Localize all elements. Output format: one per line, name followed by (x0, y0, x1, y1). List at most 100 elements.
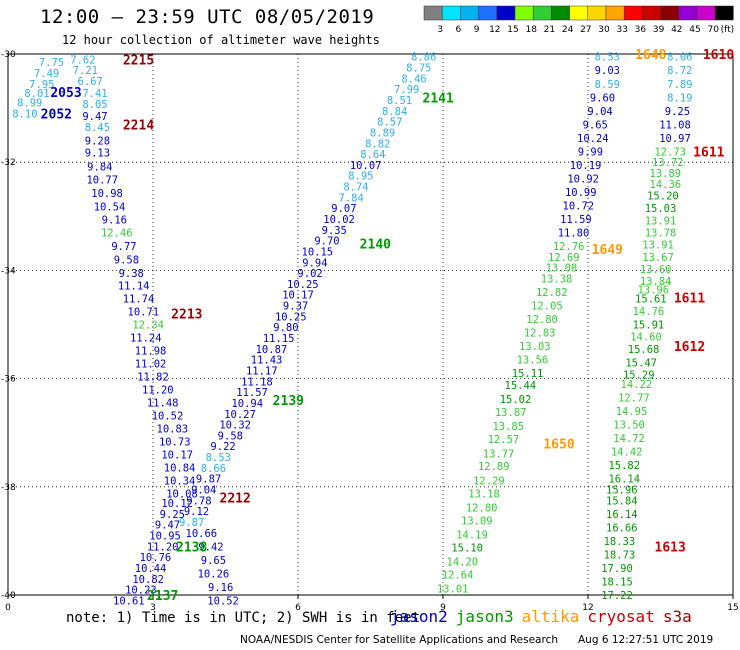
wave-height-value: 11.80 (558, 228, 590, 240)
wave-height-value: 10.54 (94, 202, 126, 214)
wave-height-value: 8.05 (82, 99, 107, 111)
wave-height-value: 9.58 (218, 430, 243, 442)
wave-height-value: 14.72 (613, 433, 645, 445)
wave-height-value: 10.71 (128, 307, 160, 319)
wave-height-value: 8.53 (206, 452, 231, 464)
pass-label: 2214 (123, 118, 154, 133)
wave-height-value: 10.83 (157, 423, 189, 435)
pass-label: 2212 (220, 492, 251, 507)
pass-label: 2053 (50, 86, 81, 101)
wave-height-value: 11.24 (130, 332, 162, 344)
wave-height-value: 12.77 (618, 393, 650, 405)
wave-height-value: 7.75 (39, 57, 64, 69)
x-tick-label: 6 (295, 603, 301, 613)
colorbar-label: 70 (707, 25, 719, 35)
wave-height-value: 8.99 (17, 98, 42, 110)
wave-height-value: 13.60 (640, 264, 672, 276)
wave-height-value: 8.75 (406, 63, 431, 75)
colorbar-label: 12 (489, 25, 500, 35)
colorbar-label: 30 (598, 25, 610, 35)
wave-height-value: 9.65 (583, 119, 608, 131)
wave-height-value: 11.08 (659, 119, 691, 131)
pass-label: 1613 (655, 540, 686, 555)
wave-height-value: 10.07 (350, 160, 382, 172)
wave-height-value: 9.35 (322, 225, 347, 237)
y-tick-label: -36 (1, 375, 16, 385)
wave-height-value: 11.98 (135, 345, 167, 357)
wave-height-value: 13.91 (645, 216, 677, 228)
x-tick-label: 3 (150, 603, 156, 613)
pass-label: 1648 (635, 48, 666, 63)
wave-height-value: 14.76 (633, 306, 665, 318)
grid-lines (8, 54, 733, 595)
pass-label: 1650 (543, 438, 574, 453)
pass-label: 2137 (147, 589, 178, 604)
wave-height-value: 10.12 (161, 498, 193, 510)
wave-height-value: 14.19 (456, 529, 488, 541)
wave-height-value: 15.44 (505, 380, 537, 392)
wave-height-value: 8.53 (595, 52, 620, 64)
wave-height-value: 10.15 (302, 246, 334, 258)
wave-height-value: 13.38 (541, 274, 573, 286)
wave-height-value: 15.29 (623, 369, 655, 381)
footer-timestamp: Aug 6 12:27:51 UTC 2019 (578, 634, 714, 646)
x-tick-label: 9 (440, 603, 446, 613)
wave-height-value: 10.25 (287, 279, 319, 291)
wave-height-value: 8.95 (348, 171, 373, 183)
wave-height-value: 9.04 (191, 485, 216, 497)
x-tick-label: 0 (5, 603, 11, 613)
wave-height-value: 9.38 (119, 268, 144, 280)
wave-height-value: 7.62 (70, 54, 95, 66)
wave-height-value: 10.26 (198, 568, 230, 580)
colorbar-legend: 3 6 9 12 15 18 21 24 27 30 33 36 39 42 45 70 (ft) (423, 5, 734, 35)
chart-title: 12:00 — 23:59 UTC 08/05/2019 (40, 6, 375, 28)
wave-height-value: 10.76 (140, 552, 172, 564)
wave-height-value: 8.66 (201, 463, 226, 475)
wave-height-value: 13.87 (495, 407, 527, 419)
wave-height-value: 10.72 (563, 200, 595, 212)
wave-height-value: 9.25 (160, 509, 185, 521)
wave-height-value: 13.85 (492, 421, 524, 433)
wave-height-value: 11.15 (263, 333, 295, 345)
y-tick-label: -32 (1, 158, 16, 168)
wave-height-value: 8.51 (387, 95, 412, 107)
colorbar-label: 24 (562, 25, 574, 35)
colorbar-swatch (587, 5, 607, 21)
colorbar-swatch (642, 5, 661, 21)
wave-height-value: 15.84 (606, 495, 638, 507)
wave-height-value: 8.10 (12, 109, 37, 121)
colorbar-swatch (532, 5, 552, 21)
wave-height-value: 13.03 (519, 341, 551, 353)
wave-height-value: 10.73 (159, 436, 191, 448)
wave-height-value: 10.97 (659, 133, 691, 145)
pass-label: 1610 (703, 48, 734, 63)
y-tick-label: -40 (1, 591, 16, 601)
wave-height-value: 9.70 (314, 236, 339, 248)
wave-height-value: 9.47 (155, 520, 180, 532)
wave-height-value: 9.42 (198, 541, 223, 553)
wave-height-value: 16.14 (606, 509, 638, 521)
wave-height-value: 10.23 (125, 585, 157, 597)
wave-height-value: 8.06 (667, 52, 692, 64)
wave-height-value: 9.78 (186, 495, 211, 507)
wave-height-value: 16.66 (606, 522, 638, 534)
legend-cryosat: cryosat (587, 607, 655, 626)
wave-height-value: 15.68 (628, 344, 660, 356)
wave-height-value: 8.89 (370, 127, 395, 139)
wave-height-value: 10.44 (135, 563, 167, 575)
wave-height-value: 9.37 (283, 301, 308, 313)
wave-height-value: 7.21 (73, 65, 98, 77)
plot-frame (7, 53, 734, 596)
wave-height-value: 11.82 (137, 371, 169, 383)
wave-height-value: 13.56 (517, 355, 549, 367)
wave-height-value: 15.82 (608, 460, 640, 472)
pass-label: 2213 (171, 308, 202, 323)
wave-height-value: 12.76 (553, 241, 585, 253)
pass-label: 2139 (273, 394, 304, 409)
wave-height-value: 9.87 (179, 517, 204, 529)
colorbar-label: 33 (616, 25, 627, 35)
wave-height-value: 9.47 (82, 111, 107, 123)
colorbar-label: 15 (507, 25, 518, 35)
wave-height-value: 10.52 (152, 410, 184, 422)
wave-height-value: 10.32 (219, 420, 251, 432)
